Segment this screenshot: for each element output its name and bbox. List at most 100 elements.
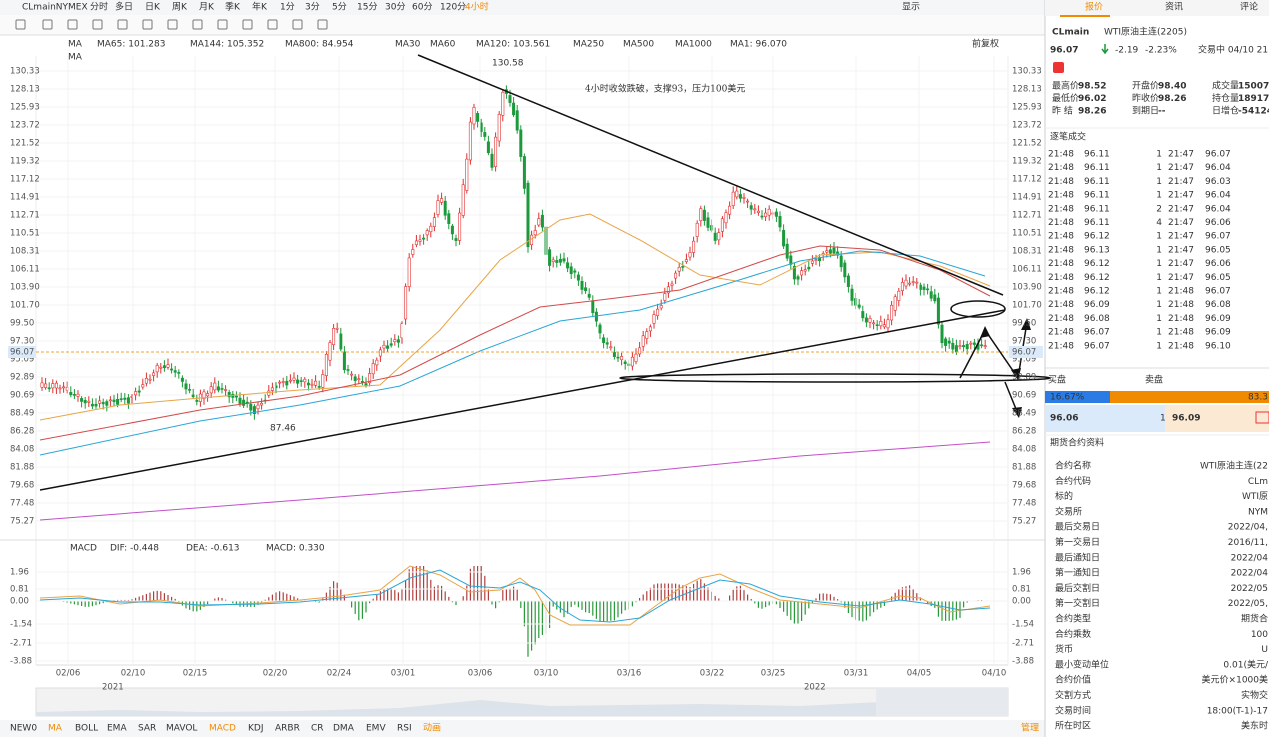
indicator-tab[interactable]: SAR bbox=[138, 724, 156, 734]
macd-bar bbox=[898, 589, 899, 601]
macd-bar bbox=[963, 601, 964, 607]
info-value: 2022/04 bbox=[1231, 569, 1269, 579]
candle-body bbox=[48, 388, 50, 389]
macd-bar bbox=[286, 594, 287, 601]
candle-body bbox=[959, 346, 961, 347]
indicator-tab[interactable]: 动画 bbox=[423, 723, 441, 734]
panel-tab[interactable]: 评论 bbox=[1240, 1, 1258, 13]
panel-tab[interactable]: 资讯 bbox=[1165, 2, 1183, 13]
info-label: 货币 bbox=[1055, 643, 1073, 655]
candle-body bbox=[120, 399, 122, 400]
indicator: MA1000 bbox=[675, 40, 712, 50]
macd-tick: 1.96 bbox=[1012, 568, 1031, 578]
period-tab[interactable]: 日K bbox=[145, 2, 161, 13]
macd-bar bbox=[693, 584, 694, 601]
display-button[interactable]: 显示 bbox=[902, 2, 920, 13]
price-tick: 79.68 bbox=[1012, 481, 1036, 491]
trade-time: 21:48 bbox=[1048, 150, 1074, 160]
indicator-tab[interactable]: MAVOL bbox=[166, 724, 197, 734]
candle-body bbox=[293, 378, 295, 380]
candle-body bbox=[174, 371, 176, 373]
candle-body bbox=[84, 400, 86, 403]
price-tick: 121.52 bbox=[10, 139, 40, 149]
price-tick: 106.11 bbox=[1012, 265, 1042, 275]
period-tab[interactable]: 15分 bbox=[357, 2, 377, 13]
price-tick: 75.27 bbox=[10, 517, 34, 527]
macd-bar bbox=[952, 601, 953, 621]
candle-body bbox=[469, 122, 471, 160]
candle-body bbox=[80, 398, 82, 401]
trade-time: 21:48 bbox=[1168, 287, 1194, 297]
macd-bar bbox=[95, 601, 96, 605]
macd-bar bbox=[747, 595, 748, 601]
candle-body bbox=[905, 280, 907, 286]
period-tab[interactable]: 年K bbox=[252, 1, 268, 13]
period-tab[interactable]: 分时 bbox=[90, 1, 108, 13]
macd-bar bbox=[610, 601, 611, 621]
indicator-tab[interactable]: CR bbox=[311, 724, 324, 734]
indicator-tab[interactable]: NEW0 bbox=[10, 724, 37, 734]
macd-bar bbox=[160, 591, 161, 601]
candle-body bbox=[923, 287, 925, 290]
manage-button[interactable]: 管理 bbox=[1021, 722, 1039, 734]
period-tab[interactable]: 4小时 bbox=[465, 1, 489, 13]
candle-body bbox=[638, 348, 640, 354]
period-tab[interactable]: 120分 bbox=[440, 2, 466, 13]
adjust-button[interactable]: 前复权 bbox=[972, 38, 999, 50]
change-pct: -2.23% bbox=[1145, 46, 1177, 56]
macd-bar bbox=[790, 601, 791, 620]
candle-body bbox=[466, 159, 468, 190]
trade-time: 21:48 bbox=[1168, 328, 1194, 338]
trade-vol: 1 bbox=[1156, 314, 1162, 324]
trade-time: 21:48 bbox=[1168, 300, 1194, 310]
indicator-tab[interactable]: MA bbox=[48, 724, 63, 734]
candle-body bbox=[862, 311, 864, 317]
indicator-tab[interactable]: KDJ bbox=[248, 724, 264, 734]
indicator-tab[interactable]: RSI bbox=[397, 724, 412, 734]
period-tab[interactable]: 3分 bbox=[305, 2, 320, 13]
info-label: 交割方式 bbox=[1055, 689, 1091, 701]
panel-tab[interactable]: 报价 bbox=[1085, 1, 1103, 13]
info-value: WTI原油主连(22 bbox=[1200, 460, 1268, 472]
year-label: 2022 bbox=[804, 683, 826, 693]
indicator-tab[interactable]: DMA bbox=[333, 724, 355, 734]
period-tab[interactable]: 30分 bbox=[385, 2, 405, 13]
trade-price: 96.11 bbox=[1084, 191, 1110, 201]
macd-bar bbox=[139, 597, 140, 601]
indicator-tab[interactable]: BOLL bbox=[75, 724, 98, 734]
candle-body bbox=[394, 340, 396, 342]
indicator-tab[interactable]: ARBR bbox=[275, 724, 300, 734]
period-tab[interactable]: 多日 bbox=[115, 1, 133, 13]
icon[interactable] bbox=[1053, 62, 1064, 73]
candle-body bbox=[646, 332, 648, 339]
period-tab[interactable]: 周K bbox=[172, 2, 188, 13]
date-tick: 03/16 bbox=[617, 669, 642, 679]
indicator-tab[interactable]: EMV bbox=[366, 724, 386, 734]
candle-body bbox=[955, 346, 957, 352]
period-tab[interactable]: 1分 bbox=[280, 2, 295, 13]
macd-bar bbox=[729, 596, 730, 601]
trade-vol: 1 bbox=[1156, 273, 1162, 283]
price: 96.07 bbox=[1050, 46, 1078, 56]
candle-body bbox=[577, 275, 579, 280]
period-tab[interactable]: 60分 bbox=[412, 2, 432, 13]
macd-bar bbox=[945, 601, 946, 621]
period-tab[interactable]: 季K bbox=[225, 1, 241, 13]
period-tab[interactable]: 月K bbox=[199, 2, 215, 13]
candle-body bbox=[296, 380, 298, 383]
stat-value: 96.02 bbox=[1078, 94, 1106, 104]
scroller-window[interactable] bbox=[876, 688, 1008, 716]
candle-body bbox=[826, 251, 828, 253]
period-tab[interactable]: 5分 bbox=[332, 2, 347, 13]
candle-body bbox=[552, 260, 554, 262]
trade-vol: 1 bbox=[1156, 287, 1162, 297]
indicator-tab[interactable]: EMA bbox=[107, 724, 127, 734]
candle-body bbox=[73, 394, 75, 395]
date-tick: 03/25 bbox=[761, 669, 786, 679]
indicator-tab[interactable]: MACD bbox=[209, 724, 236, 734]
indicator: MA30 bbox=[395, 40, 421, 50]
macd-bar bbox=[401, 589, 402, 601]
macd-bar bbox=[761, 601, 762, 609]
symbol[interactable]: CLmainNYMEX bbox=[22, 3, 88, 13]
candle-body bbox=[620, 356, 622, 359]
